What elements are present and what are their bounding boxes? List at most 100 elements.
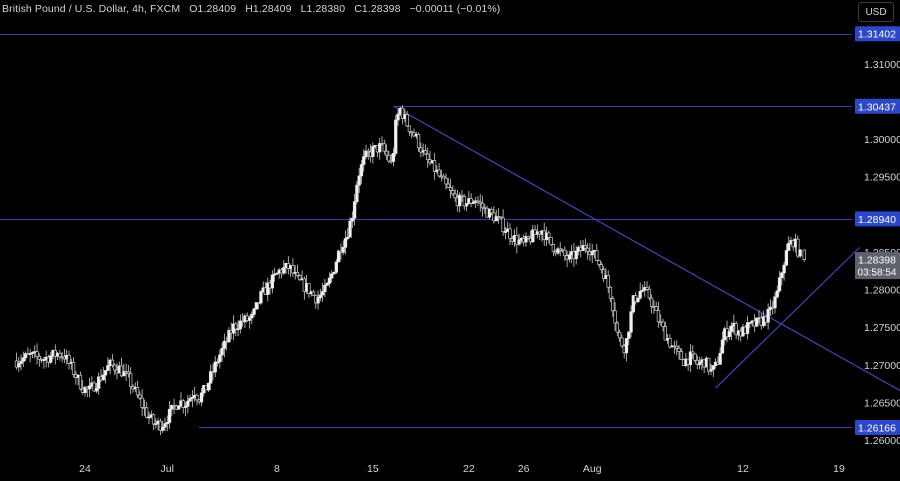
candle-body <box>782 264 786 274</box>
candle-body <box>787 243 791 251</box>
candle-body <box>129 373 133 387</box>
date-tick-label: 19 <box>833 463 845 475</box>
candle-body <box>177 405 181 410</box>
candle-body <box>627 331 631 339</box>
candle-body <box>638 290 642 299</box>
trendline <box>393 105 900 392</box>
candle-body <box>391 153 396 162</box>
candle-body <box>784 250 789 266</box>
candle-body <box>320 291 325 296</box>
candle-body <box>780 272 784 279</box>
candle-body <box>161 426 165 431</box>
candle-body <box>615 322 619 333</box>
candle-body <box>366 150 370 153</box>
candle-body <box>551 244 556 252</box>
candle-body <box>437 169 441 177</box>
candle-body <box>526 236 530 239</box>
candle-body <box>720 339 725 354</box>
candle-body <box>407 125 412 133</box>
candle-body <box>469 198 473 204</box>
level-price-box <box>855 26 900 42</box>
candle-body <box>238 320 243 330</box>
candle-body <box>247 317 252 321</box>
candle-body <box>675 345 679 349</box>
candle-body <box>711 365 715 370</box>
candle-body <box>574 250 578 260</box>
candle-body <box>37 355 41 360</box>
candle-body <box>458 194 462 207</box>
candle-body <box>275 272 279 275</box>
candle-body <box>181 400 185 408</box>
candle-body <box>357 175 361 186</box>
date-tick-label: 15 <box>367 463 379 475</box>
open-label: O <box>189 3 198 15</box>
candle-body <box>636 297 640 303</box>
candle-body <box>270 274 274 289</box>
candle-body <box>167 408 172 423</box>
candle-body <box>677 348 681 352</box>
candle-body <box>613 310 617 324</box>
low-label: L <box>300 3 307 15</box>
symbol-legend: British Pound / U.S. Dollar, 4h, FXCM O1… <box>2 3 506 15</box>
candle-body <box>478 201 482 204</box>
candle-body <box>307 283 311 295</box>
candle-body <box>364 150 368 157</box>
candle-body <box>448 187 453 191</box>
candle-body <box>154 423 158 425</box>
candle-body <box>524 236 528 243</box>
price-tick-label: 1.30000 <box>864 134 900 146</box>
candle-body <box>97 376 101 389</box>
level-price-label: 1.28940 <box>858 214 896 226</box>
candle-body <box>327 277 332 284</box>
candle-body <box>101 374 105 381</box>
price-tick-label: 1.28000 <box>864 285 900 297</box>
candle-body <box>252 308 256 315</box>
date-tick-label: Aug <box>583 463 602 475</box>
candle-body <box>110 359 115 366</box>
candle-body <box>663 326 667 341</box>
candle-body <box>707 357 711 372</box>
change-value: −0.00011 (−0.01%) <box>409 3 501 15</box>
level-price-label: 1.26166 <box>858 422 896 434</box>
candle-body <box>103 370 108 376</box>
candle-body <box>151 414 156 425</box>
level-price-box <box>855 419 900 435</box>
candle-body <box>17 363 21 368</box>
candle-body <box>446 183 450 188</box>
candle-body <box>620 337 624 347</box>
candle-body <box>583 245 588 249</box>
candle-body <box>649 297 654 307</box>
candle-body <box>423 150 428 155</box>
candle-body <box>729 325 734 332</box>
candle-body <box>755 317 759 327</box>
candle-body <box>645 287 649 290</box>
candle-body <box>585 247 590 252</box>
candle-body <box>371 146 375 157</box>
candle-body <box>113 364 117 371</box>
candle-body <box>234 323 238 330</box>
price-tick-label: 1.29500 <box>864 172 900 184</box>
candle-body <box>734 323 738 336</box>
candle-body <box>567 254 572 260</box>
candle-body <box>556 248 560 254</box>
candle-body <box>656 310 661 323</box>
candle-body <box>165 422 169 425</box>
candle-body <box>209 371 213 384</box>
candle-body <box>145 407 149 418</box>
candle-body <box>291 265 295 274</box>
currency-button[interactable]: USD <box>858 2 894 22</box>
candle-body <box>442 175 446 179</box>
candle-body <box>444 177 448 185</box>
candle-body <box>295 272 300 276</box>
candle-body <box>419 147 423 153</box>
candle-body <box>517 239 521 245</box>
candle-body <box>227 330 231 343</box>
candle-body <box>654 306 658 311</box>
candle-body <box>355 184 359 203</box>
current-price-label: 1.28398 <box>858 255 896 267</box>
date-tick-label: 26 <box>518 463 530 475</box>
date-tick-label: Jul <box>161 463 174 475</box>
current-price-box <box>855 252 900 280</box>
candle-body <box>220 347 224 356</box>
